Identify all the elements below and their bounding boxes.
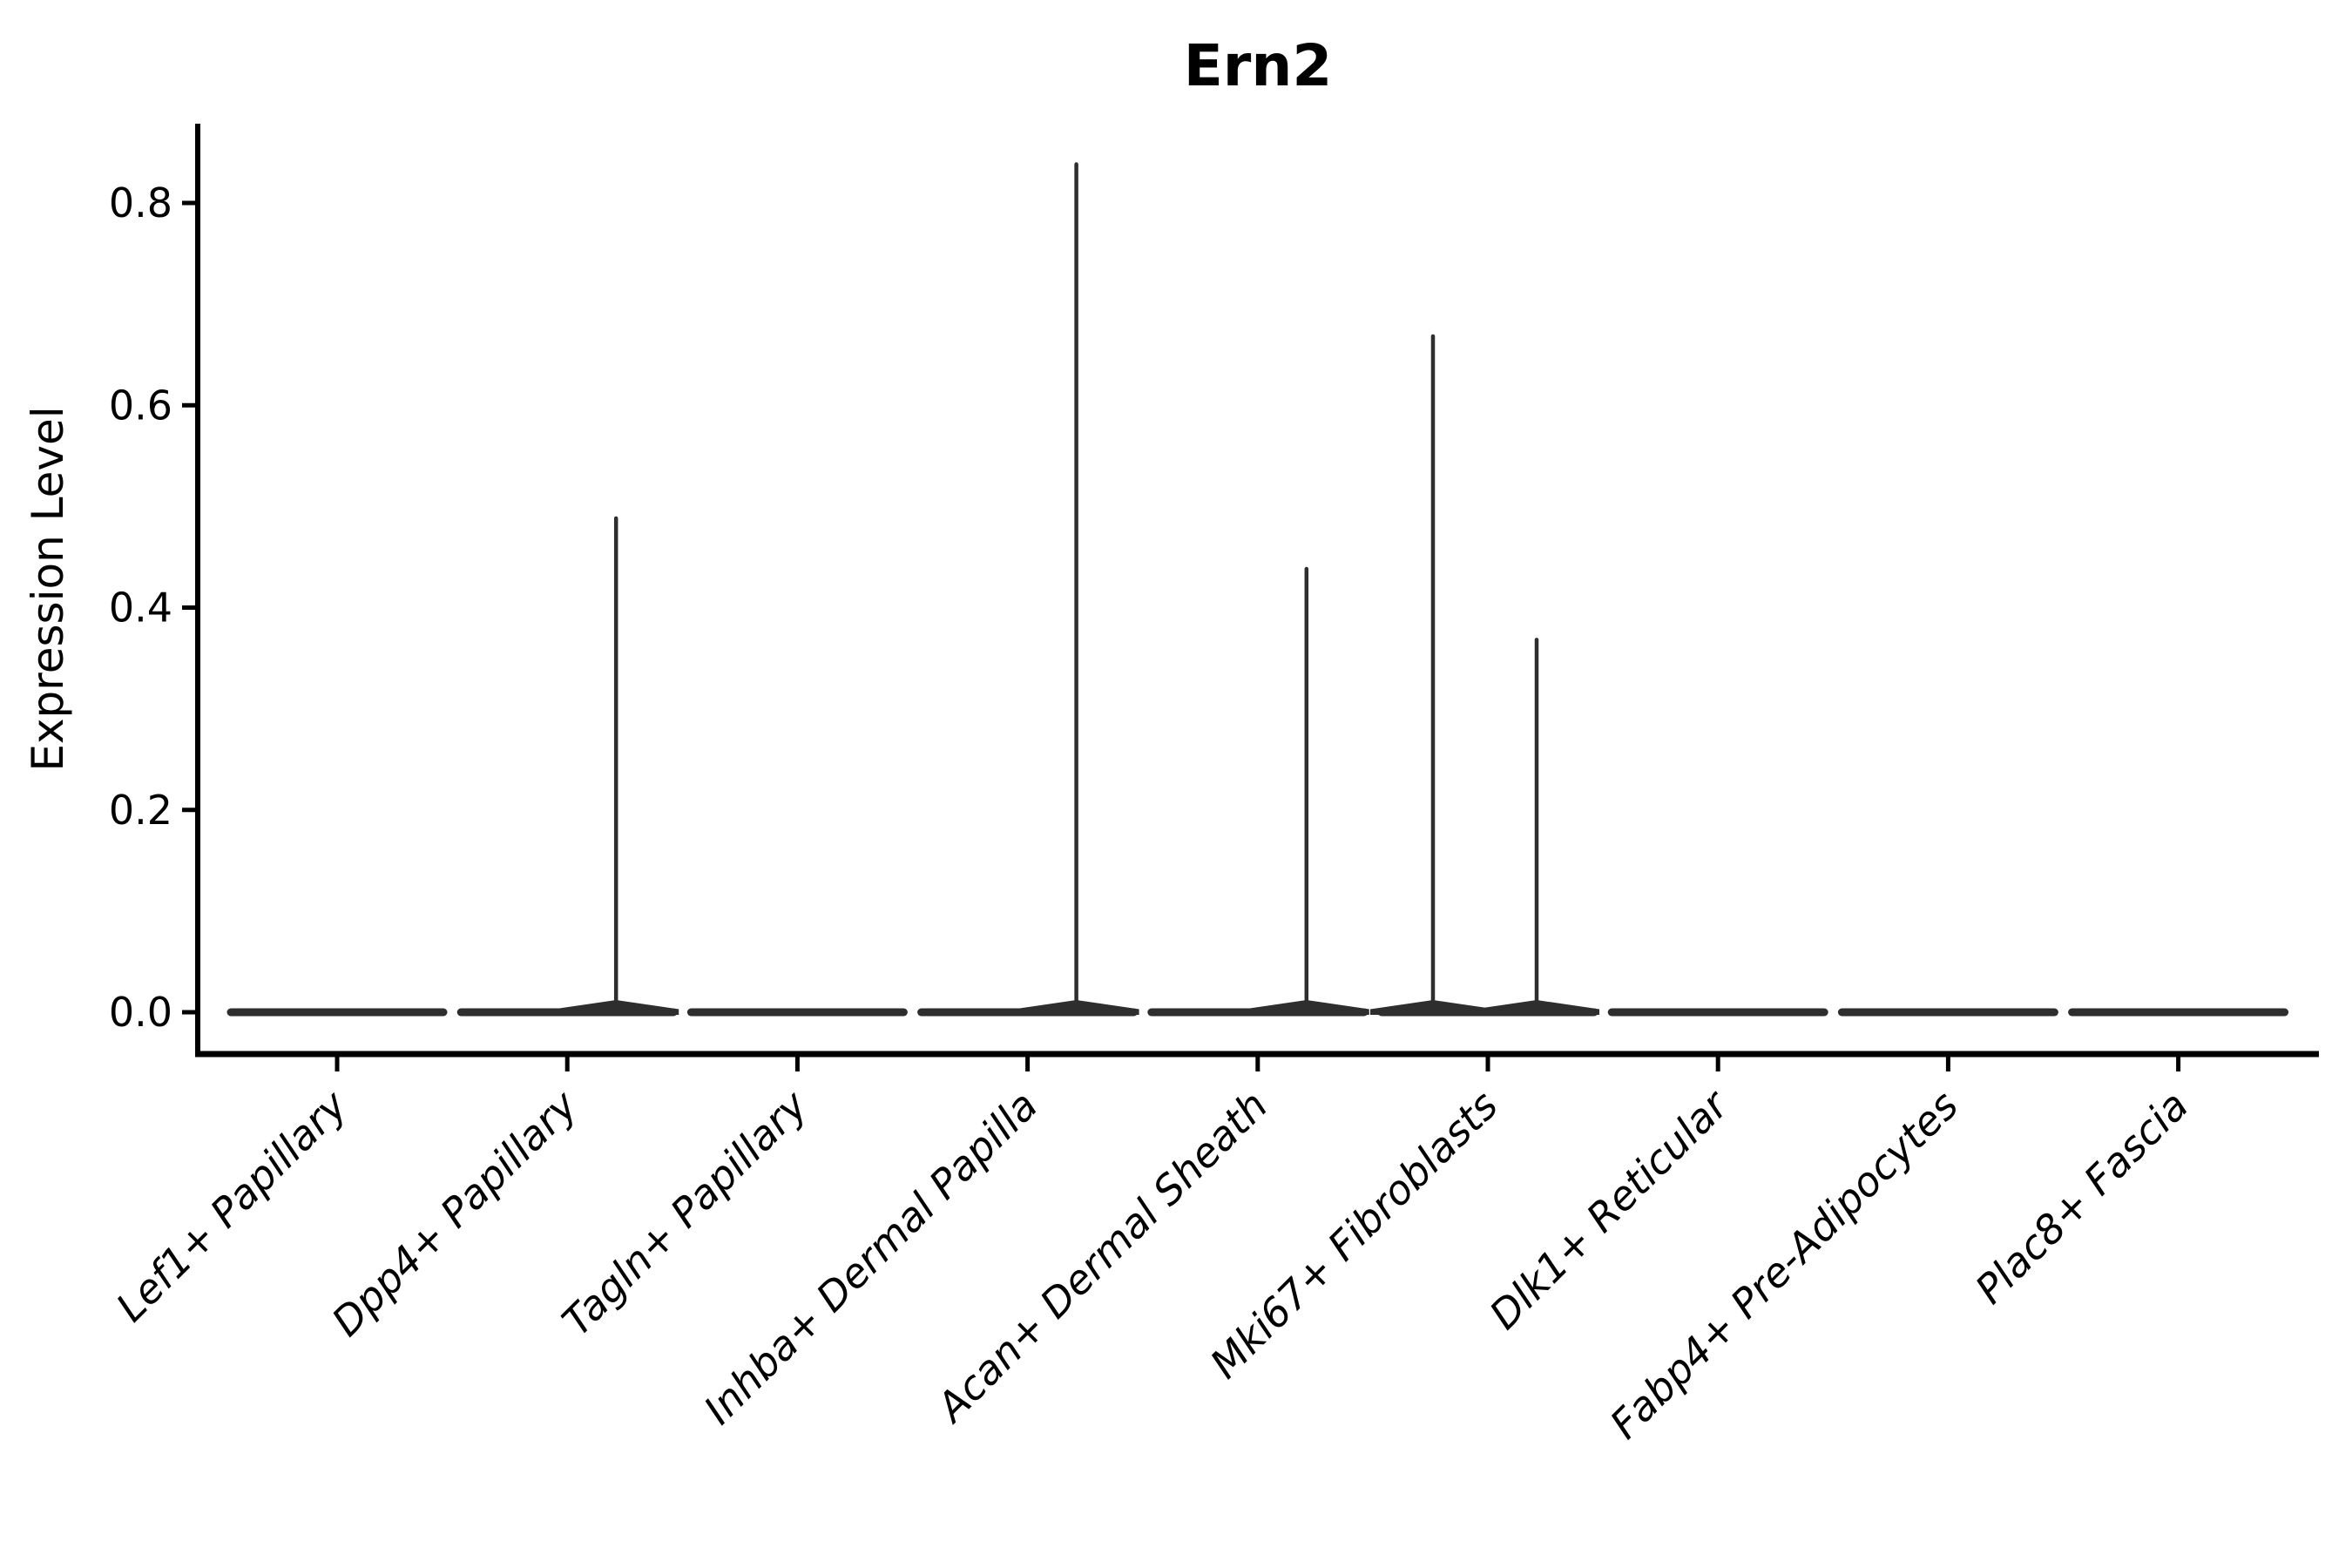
y-tick-label: 0.4 bbox=[109, 585, 172, 632]
chart-title: Ern2 bbox=[1184, 32, 1333, 99]
y-axis-label: Expression Level bbox=[23, 406, 73, 771]
x-tick-label: Dpp4+ Papillary bbox=[322, 1081, 586, 1345]
x-tick-label: Dlk1+ Reticular bbox=[1480, 1079, 1739, 1338]
violins bbox=[226, 162, 2289, 1017]
y-tick-label: 0.8 bbox=[109, 179, 172, 226]
y-tick-label: 0.0 bbox=[109, 989, 172, 1036]
y-tick-label: 0.6 bbox=[109, 382, 172, 429]
x-tick-label: Tagln+ Papillary bbox=[553, 1081, 817, 1345]
y-tick-label: 0.2 bbox=[109, 787, 172, 834]
x-tick-label: Lef1+ Papillary bbox=[107, 1081, 356, 1330]
x-tick-label: Plac8+ Fascia bbox=[1966, 1082, 2197, 1313]
axes bbox=[182, 124, 2319, 1071]
